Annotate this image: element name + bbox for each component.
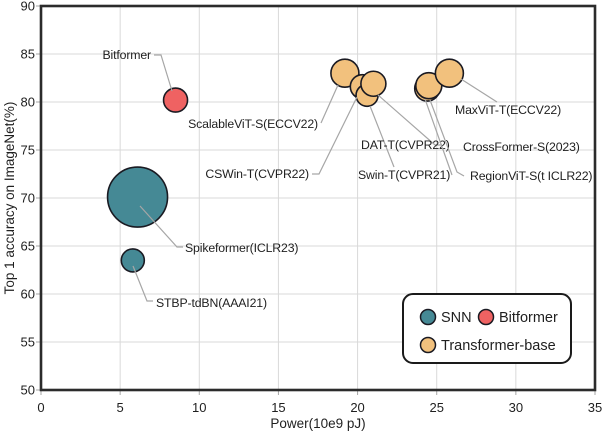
annotation-label: RegionViT-S(t ICLR22) [470,169,592,183]
bubble-spikeformer-iclr23 [106,166,169,228]
legend-marker-transformer-base [419,336,437,354]
leader-line-chart-data-series-1-points-0-label [154,54,173,92]
y-tick-label: 65 [21,239,35,254]
annotation-label: ScalableViT-S(ECCV22) [188,117,318,131]
leader-line-chart-data-series-2-points-3-label [377,94,442,146]
x-tick-label: 10 [192,400,206,415]
leader-line-chart-data-series-0-points-1-label [132,265,153,302]
y-tick-label: 80 [21,95,35,110]
legend-marker-snn [419,308,437,326]
legend-label-snn: SNN [441,310,472,326]
x-tick-label: 15 [271,400,285,415]
legend-box [402,293,572,364]
legend-label-bitformer: Bitformer [499,310,558,326]
annotation-label: DAT-T(CVPR22) [361,138,450,152]
annotation-label: Spikeformer(ICLR23) [185,241,298,255]
leader-line-chart-data-series-2-points-6-label [460,78,498,103]
leader-line-chart-data-series-2-points-4-label [429,99,465,177]
bubble-stbp-tdbn-aaai21 [120,248,146,273]
x-axis-title: Power(10e9 pJ) [270,416,365,431]
leader-line-chart-data-series-0-points-0-label [139,205,183,248]
y-tick-label: 90 [21,0,35,14]
x-tick-label: 35 [588,400,602,415]
y-axis-title: Top 1 accuracy on ImageNet(%) [2,102,17,295]
y-tick-label: 60 [21,287,35,302]
leader-line-chart-data-series-2-points-0-label [320,84,339,124]
annotation-label: CSWin-T(CVPR22) [205,167,309,181]
bubble-maxvit-t-eccv22 [434,58,465,88]
y-tick-label: 50 [21,383,35,398]
legend-marker-bitformer [477,308,495,326]
plot-border [39,4,597,392]
annotation-label: Bitformer [102,48,151,62]
x-tick-label: 20 [350,400,364,415]
leader-line-chart-data-series-2-points-2-label [369,105,395,168]
y-tick-label: 70 [21,191,35,206]
x-tick-label: 25 [429,400,443,415]
y-tick-label: 85 [21,47,35,62]
x-tick-label: 5 [117,400,124,415]
y-tick-label: 75 [21,143,35,158]
y-tick-label: 55 [21,335,35,350]
leader-line-chart-data-series-2-points-1-label [312,96,358,175]
annotation-label: STBP-tdBN(AAAI21) [156,296,267,310]
x-tick-label: 0 [37,400,44,415]
legend-label-transformer-base: Transformer-base [441,338,556,354]
annotation-label: CrossFormer-S(2023) [463,140,580,154]
annotation-label: MaxViT-T(ECCV22) [455,103,561,117]
bubble-bitformer [162,87,189,113]
leader-line-chart-data-series-2-points-5-label [424,98,453,176]
annotation-label: Swin-T(CVPR21) [358,168,450,182]
bubble-dat-t-cvpr22 [360,70,387,98]
x-tick-label: 30 [509,400,523,415]
